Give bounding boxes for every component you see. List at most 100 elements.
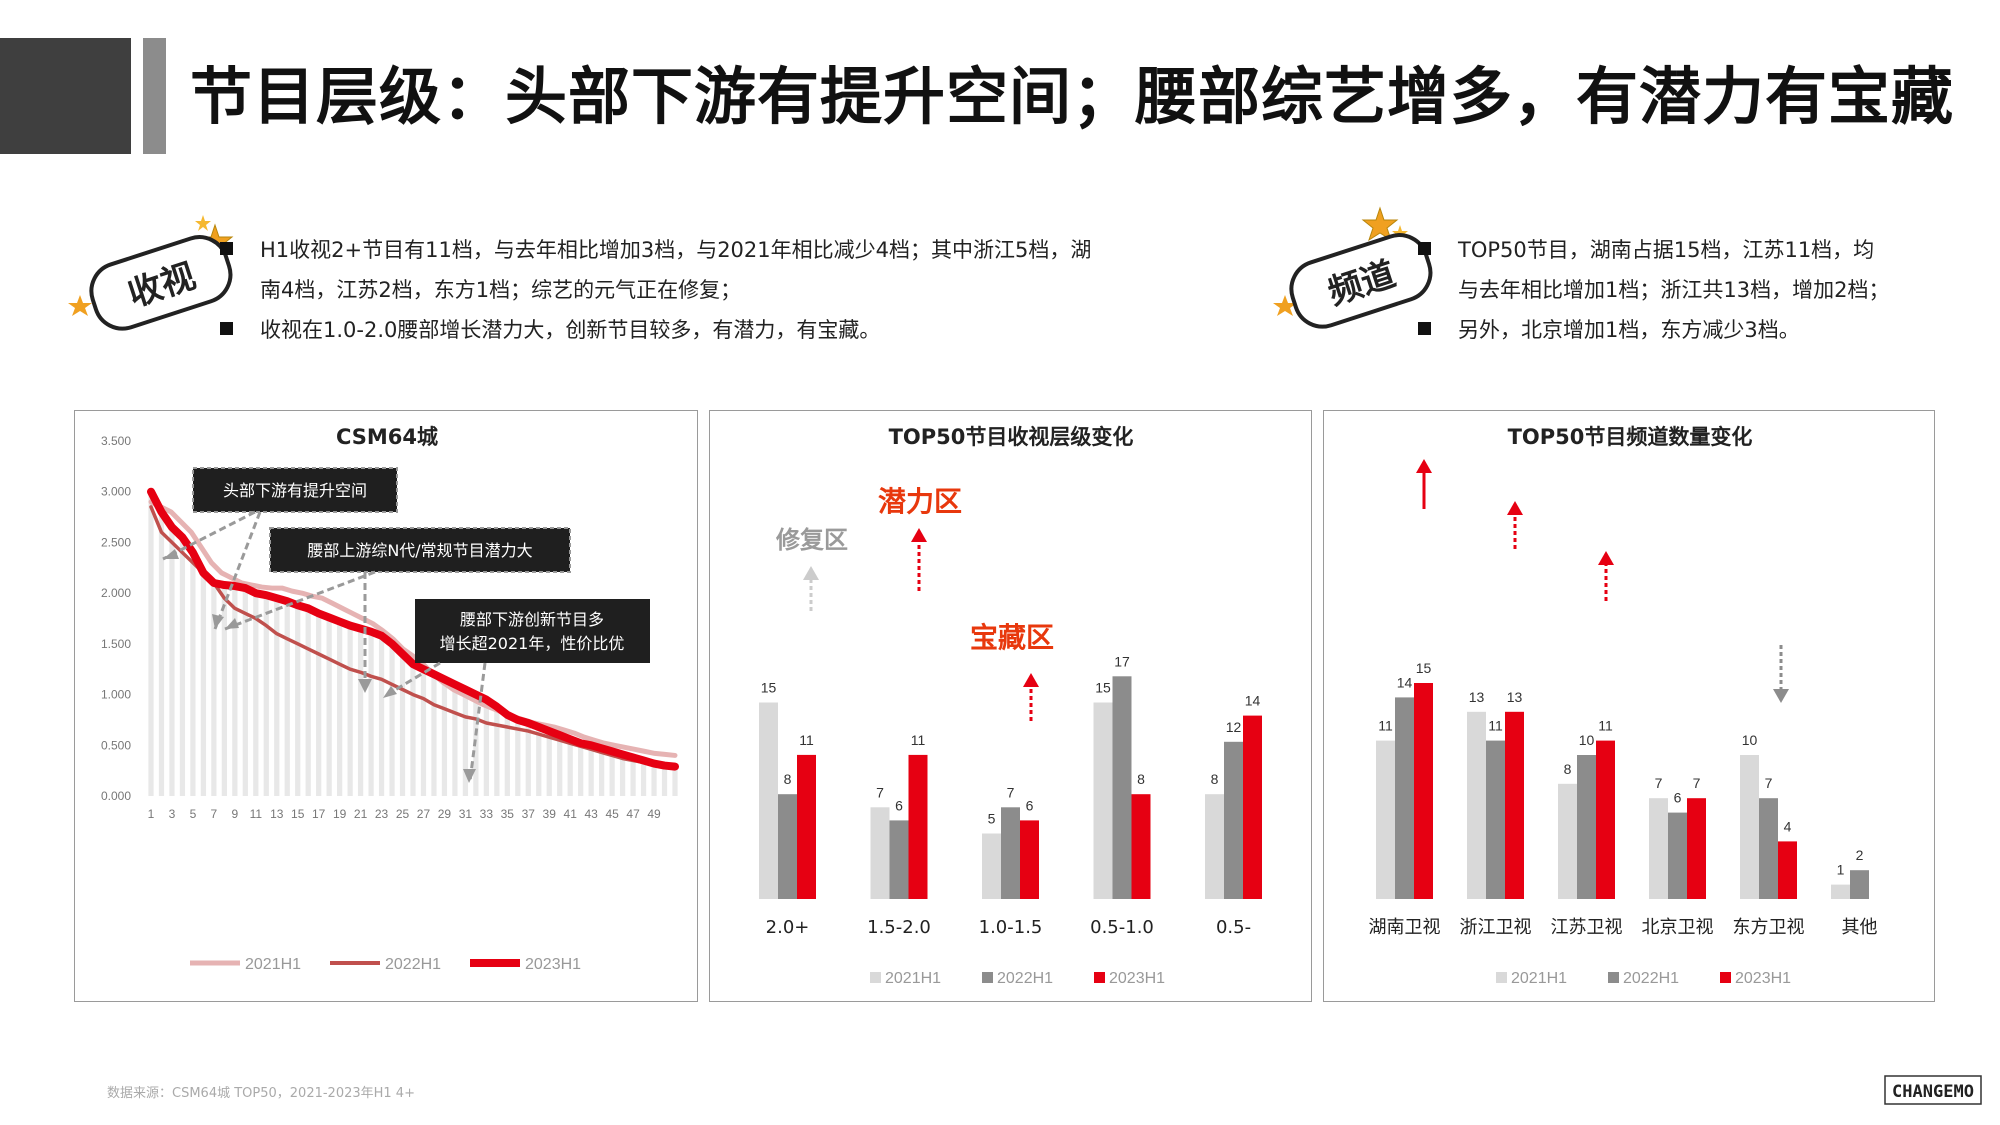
x-tick-label: 39 bbox=[543, 807, 557, 821]
x-tick-label: 11 bbox=[250, 807, 263, 821]
column-2023 bbox=[158, 512, 165, 796]
bar-2021H1 bbox=[870, 807, 890, 899]
column-2023 bbox=[274, 598, 280, 796]
bar-2022H1 bbox=[1759, 798, 1778, 899]
column-2023 bbox=[441, 679, 448, 796]
channel-bar-chart: TOP50节目频道数量变化 111415湖南卫视131113浙江卫视81011江… bbox=[1369, 425, 1878, 987]
legend-swatch bbox=[1720, 972, 1731, 983]
column-2023 bbox=[295, 605, 301, 796]
bar-2021H1 bbox=[1558, 783, 1577, 899]
bar-2021H1 bbox=[759, 702, 778, 899]
data-source: 数据来源：CSM64城 TOP50，2021-2023年H1 4+ bbox=[107, 1086, 415, 1101]
legend-label: 2021H1 bbox=[245, 956, 301, 973]
bar-2023H1 bbox=[1414, 683, 1433, 899]
x-tick-label: 3 bbox=[169, 807, 176, 821]
bullet-item: 另外，北京增加1档，东方减少3档。 bbox=[1418, 310, 1978, 350]
annotation-waist-upper: 腰部上游综N代/常规节目潜力大 bbox=[269, 527, 571, 573]
data-label: 15 bbox=[1416, 660, 1432, 676]
ratings-bullets: H1收视2+节目有11档，与去年相比增加3档，与2021年相比减少4档；其中浙江… bbox=[220, 230, 1180, 350]
legend-label: 2023H1 bbox=[1109, 970, 1165, 987]
column-2023 bbox=[399, 654, 406, 796]
column-2023 bbox=[536, 727, 542, 796]
y-tick-label: 3.500 bbox=[101, 434, 131, 448]
data-label: 7 bbox=[1765, 775, 1773, 791]
data-label: 5 bbox=[988, 811, 996, 827]
bar-2023H1 bbox=[797, 754, 816, 899]
data-label: 1 bbox=[1837, 862, 1845, 878]
bar-2022H1 bbox=[1395, 697, 1414, 899]
column-2023 bbox=[284, 601, 290, 796]
column-2023 bbox=[305, 608, 311, 796]
ratings-badge: 收视 bbox=[68, 215, 234, 331]
chart-title: CSM64城 bbox=[336, 425, 438, 449]
bar-2022H1 bbox=[1577, 755, 1596, 899]
annotation-arrows bbox=[162, 510, 487, 782]
column-2023 bbox=[232, 586, 238, 796]
data-label: 15 bbox=[761, 680, 777, 696]
column-2023 bbox=[368, 631, 374, 796]
column-2023 bbox=[578, 743, 584, 796]
data-label: 8 bbox=[1137, 771, 1145, 787]
column-2023 bbox=[452, 684, 458, 796]
bar-2023H1 bbox=[1131, 794, 1151, 899]
x-tick-label: 43 bbox=[584, 807, 598, 821]
svg-text:腰部下游创新节目多: 腰部下游创新节目多 bbox=[460, 610, 604, 629]
column-2023 bbox=[546, 731, 552, 796]
legend-swatch bbox=[1094, 972, 1105, 983]
legend-swatch bbox=[1496, 972, 1507, 983]
x-tick-label: 19 bbox=[333, 807, 347, 821]
bar-2023H1 bbox=[1596, 740, 1615, 899]
column-2023 bbox=[242, 588, 248, 796]
category-label: 0.5- bbox=[1216, 917, 1251, 938]
channels-bullets: TOP50节目，湖南占据15档，江苏11档，均 与去年相比增加1档；浙江共13档，… bbox=[1418, 230, 1978, 350]
x-tick-label: 41 bbox=[564, 807, 578, 821]
star-icon bbox=[195, 215, 211, 231]
annotation-head: 头部下游有提升空间 bbox=[192, 467, 398, 513]
data-label: 7 bbox=[1007, 784, 1015, 800]
zone-label-potential: 潜力区 bbox=[878, 485, 962, 518]
column-2023 bbox=[640, 760, 647, 796]
column-2023 bbox=[263, 595, 269, 796]
annotation-waist-lower: 腰部下游创新节目多 增长超2021年，性价比优 bbox=[415, 599, 650, 663]
column-2023 bbox=[378, 635, 385, 796]
x-tick-label: 33 bbox=[480, 807, 494, 821]
x-tick-label: 23 bbox=[375, 807, 389, 821]
column-2023 bbox=[337, 621, 343, 796]
header-dark-block bbox=[0, 38, 131, 154]
category-label: 0.5-1.0 bbox=[1090, 917, 1154, 938]
legend-label: 2021H1 bbox=[1511, 970, 1567, 987]
company-logo: CHANGEMO bbox=[1884, 1075, 1982, 1105]
legend-label: 2023H1 bbox=[1735, 970, 1791, 987]
x-tick-label: 25 bbox=[396, 807, 410, 821]
legend-swatch bbox=[1608, 972, 1619, 983]
data-label: 12 bbox=[1226, 719, 1242, 735]
data-label: 15 bbox=[1095, 680, 1111, 696]
data-label: 17 bbox=[1114, 653, 1130, 669]
zone-label-repair: 修复区 bbox=[775, 526, 848, 554]
page-title: 节目层级：头部下游有提升空间；腰部综艺增多，有潜力有宝藏 bbox=[190, 60, 1955, 133]
svg-text:CHANGEMO: CHANGEMO bbox=[1892, 1082, 1974, 1102]
series-line-2023H1 bbox=[147, 487, 679, 771]
x-tick-label: 47 bbox=[626, 807, 640, 821]
bullet-item: TOP50节目，湖南占据15档，江苏11档，均 与去年相比增加1档；浙江共13档，… bbox=[1418, 230, 1978, 310]
category-label: 1.0-1.5 bbox=[979, 917, 1043, 938]
data-label: 11 bbox=[1378, 718, 1393, 734]
legend-label: 2022H1 bbox=[385, 956, 441, 973]
bar-2022H1 bbox=[778, 794, 797, 899]
data-label: 13 bbox=[1507, 689, 1523, 705]
x-tick-label: 7 bbox=[211, 807, 218, 821]
column-2023 bbox=[357, 628, 364, 796]
bar-2022H1 bbox=[889, 820, 909, 899]
x-tick-label: 29 bbox=[438, 807, 452, 821]
y-tick-label: 1.000 bbox=[101, 688, 131, 702]
bar-2022H1 bbox=[1001, 807, 1020, 899]
header-accent-bar bbox=[143, 38, 166, 154]
y-tick-label: 3.000 bbox=[101, 485, 131, 499]
star-icon bbox=[68, 295, 92, 316]
data-label: 11 bbox=[911, 732, 926, 748]
y-tick-label: 0.500 bbox=[101, 738, 131, 752]
column-2023 bbox=[661, 765, 668, 796]
x-tick-label: 31 bbox=[459, 807, 473, 821]
x-tick-label: 49 bbox=[647, 807, 661, 821]
column-2023 bbox=[599, 748, 605, 796]
